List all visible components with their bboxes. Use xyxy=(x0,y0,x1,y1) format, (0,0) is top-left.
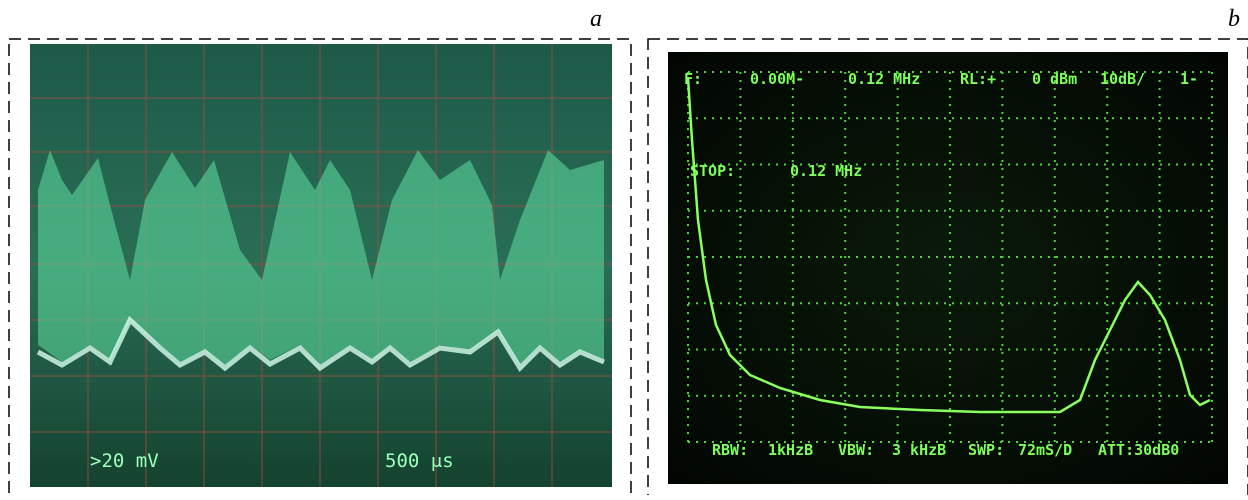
oscilloscope-screen: >20 mV 500 μs xyxy=(30,44,612,487)
screen-text: RBW: xyxy=(712,441,748,459)
screen-text: F: xyxy=(684,70,702,88)
screen-text: 500 μs xyxy=(385,450,454,472)
screen-text: 1kHzB xyxy=(768,441,813,459)
screen-text: >20 mV xyxy=(90,450,159,472)
screen-text: ATT:30dB0 xyxy=(1098,441,1179,459)
screen-text: 10dB/ xyxy=(1100,70,1145,88)
screen-text: 0.12 MHz xyxy=(790,162,862,180)
screen-text: STOP: xyxy=(690,162,735,180)
screen-text: 72mS/D xyxy=(1018,441,1072,459)
panel-label: b xyxy=(1228,6,1240,32)
screen-text: 0.12 MHz xyxy=(848,70,920,88)
screen-text: 1- xyxy=(1180,70,1198,88)
screen-text: VBW: xyxy=(838,441,874,459)
screen-text: 0 dBm xyxy=(1032,70,1077,88)
screen-text: 3 kHzB xyxy=(892,441,946,459)
screen-text: RL:+ xyxy=(960,70,996,88)
panel-label: a xyxy=(590,6,602,32)
screen-text: 0.00M- xyxy=(750,70,804,88)
screen-text: SWP: xyxy=(968,441,1004,459)
spectrum-screen: F: 0.00M- 0.12 MHz RL:+ 0 dBm 10dB/ 1- S… xyxy=(668,52,1228,484)
